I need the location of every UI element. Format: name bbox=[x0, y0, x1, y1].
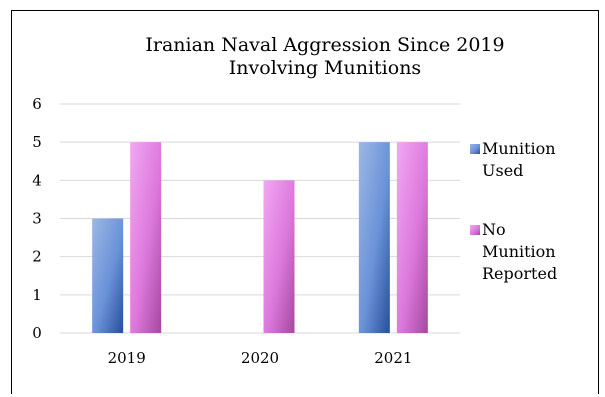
y-tick-label: 2 bbox=[32, 248, 42, 266]
y-axis-ticks: 0 1 2 3 4 5 6 bbox=[32, 95, 42, 342]
y-tick-label: 6 bbox=[32, 95, 42, 113]
bar-series-1-2021[interactable] bbox=[396, 142, 428, 333]
x-axis-ticks: 2019 2020 2021 bbox=[108, 349, 413, 367]
bar-series-0-2019[interactable] bbox=[92, 218, 124, 334]
legend-swatch-munition-used bbox=[470, 144, 480, 154]
legend-label-no-munition-reported-line-3: Reported bbox=[482, 264, 557, 283]
legend-label-no-munition-reported-line-1: No bbox=[482, 220, 506, 239]
chart-title: Iranian Naval Aggression Since 2019 Invo… bbox=[145, 34, 504, 79]
chart-title-line-2: Involving Munitions bbox=[229, 57, 421, 79]
legend: Munition Used No Munition Reported bbox=[470, 139, 557, 283]
chart-title-line-1: Iranian Naval Aggression Since 2019 bbox=[145, 34, 504, 56]
bar-series-1-2020[interactable] bbox=[263, 180, 295, 333]
bar-series-1-2019[interactable] bbox=[130, 142, 162, 333]
y-tick-label: 4 bbox=[32, 171, 42, 189]
legend-entry-no-munition-reported[interactable]: No Munition Reported bbox=[470, 220, 557, 283]
legend-label-munition-used-line-2: Used bbox=[482, 161, 523, 180]
x-tick-label: 2020 bbox=[241, 349, 279, 367]
x-tick-label: 2021 bbox=[374, 349, 412, 367]
y-tick-label: 5 bbox=[32, 133, 42, 151]
y-tick-label: 1 bbox=[32, 286, 42, 304]
x-tick-label: 2019 bbox=[108, 349, 146, 367]
legend-label-no-munition-reported-line-2: Munition bbox=[482, 242, 556, 261]
legend-label-munition-used-line-1: Munition bbox=[482, 139, 556, 158]
legend-swatch-no-munition-reported bbox=[470, 225, 480, 235]
bar-series-0-2021[interactable] bbox=[358, 142, 390, 333]
y-tick-label: 3 bbox=[32, 210, 42, 228]
y-tick-label: 0 bbox=[32, 324, 42, 342]
gridlines bbox=[60, 103, 460, 334]
legend-entry-munition-used[interactable]: Munition Used bbox=[470, 139, 556, 180]
bars bbox=[92, 142, 428, 333]
